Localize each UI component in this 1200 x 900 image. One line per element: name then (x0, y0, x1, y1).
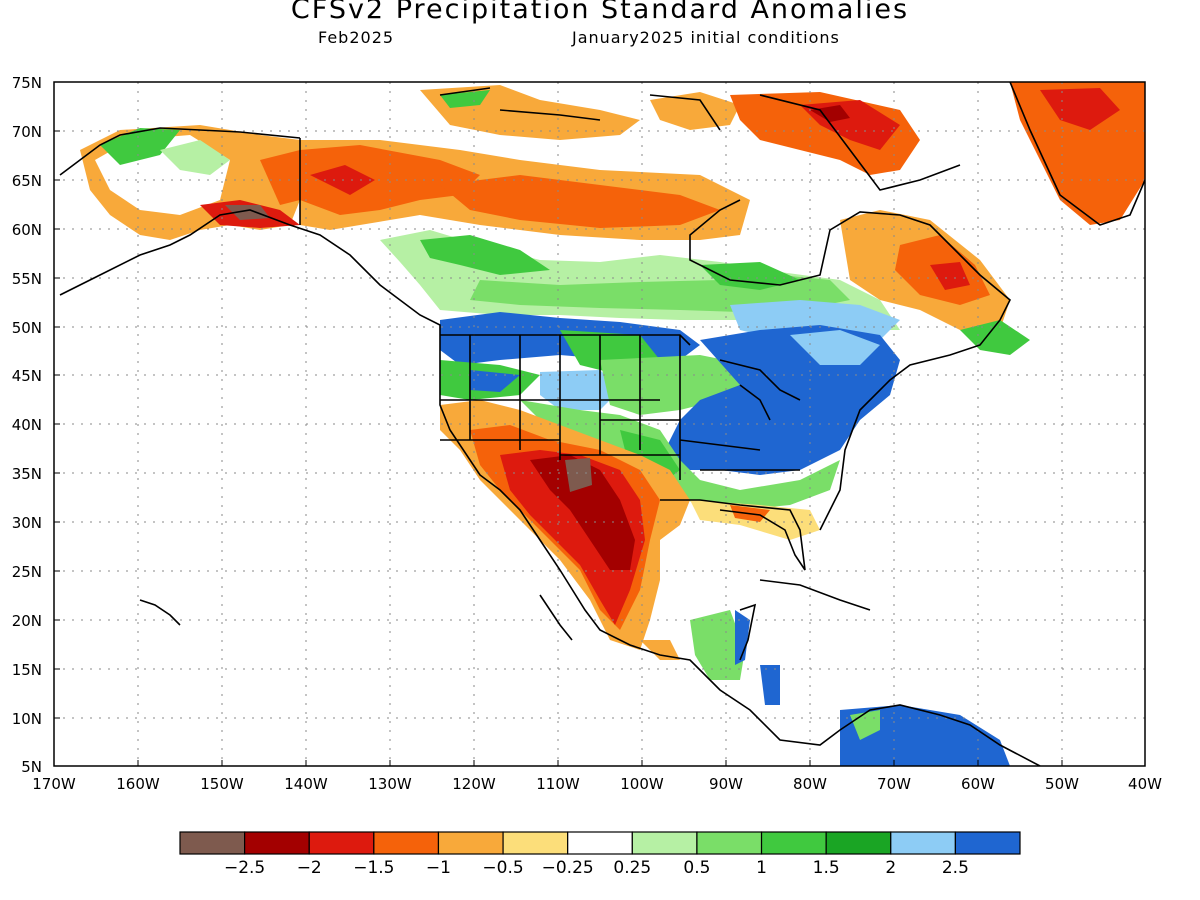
lat-label: 20N (12, 612, 42, 630)
initial-conditions: January2025 initial conditions (572, 28, 840, 47)
colorbar-swatch (373, 831, 440, 855)
colorbar-swatch (308, 831, 375, 855)
map-title: CFSv2 Precipitation Standard Anomalies (290, 0, 910, 25)
lat-label: 10N (12, 710, 42, 728)
colorbar-swatch (631, 831, 698, 855)
lon-label: 150W (200, 775, 244, 793)
lon-label: 140W (284, 775, 328, 793)
lon-label: 50W (1045, 775, 1079, 793)
colorbar-swatch (502, 831, 569, 855)
colorbar-swatch (179, 831, 246, 855)
colorbar-swatch (890, 831, 956, 855)
colorbar-label: 1 (756, 858, 767, 878)
colorbar-labels: −2.5 −2 −1.5 −1 −0.5 −0.25 0.25 0.5 1 1.5 2 2.5 (224, 858, 969, 878)
lon-labels: 170W 160W 150W 140W 130W 120W 110W 100W … (32, 775, 1162, 793)
lon-label: 130W (368, 775, 412, 793)
lat-label: 45N (12, 367, 42, 385)
lon-label: 120W (452, 775, 496, 793)
lat-label: 50N (12, 319, 42, 337)
lon-label: 60W (961, 775, 995, 793)
colorbar-label: −1.5 (353, 858, 394, 878)
lon-label: 70W (877, 775, 911, 793)
lat-ticks (54, 81, 60, 767)
colorbar-swatch (437, 831, 504, 855)
lon-label: 80W (793, 775, 827, 793)
colorbar-swatch (760, 831, 827, 855)
lon-label: 160W (116, 775, 160, 793)
colorbar-swatch (696, 831, 763, 855)
lon-label: 40W (1128, 775, 1162, 793)
lat-label: 40N (12, 416, 42, 434)
colorbar-swatch (825, 831, 892, 855)
colorbar-swatch (567, 831, 633, 855)
lat-label: 5N (21, 758, 42, 776)
lat-label: 15N (12, 661, 42, 679)
lon-label: 110W (536, 775, 580, 793)
colorbar-label: 1.5 (813, 858, 840, 878)
colorbar-label: 2 (885, 858, 896, 878)
lat-label: 65N (12, 172, 42, 190)
colorbar-label: −0.25 (542, 858, 594, 878)
anomaly-shading (80, 82, 1145, 766)
lat-label: 75N (12, 74, 42, 92)
lat-labels: 75N 70N 65N 60N 55N 50N 45N 40N 35N 30N … (12, 74, 42, 776)
lon-label: 170W (32, 775, 76, 793)
colorbar-label: −0.5 (482, 858, 523, 878)
lon-label: 100W (620, 775, 664, 793)
colorbar-label: −2.5 (224, 858, 265, 878)
colorbar-label: 2.5 (942, 858, 969, 878)
lat-label: 55N (12, 270, 42, 288)
colorbar-label: 0.25 (613, 858, 651, 878)
lon-ticks (53, 760, 1146, 766)
lat-label: 35N (12, 465, 42, 483)
valid-month: Feb2025 (318, 28, 395, 47)
lat-label: 25N (12, 563, 42, 581)
lat-label: 30N (12, 514, 42, 532)
colorbar-swatch (244, 831, 310, 855)
colorbar (179, 831, 1021, 855)
lat-label: 60N (12, 221, 42, 239)
lat-label: 70N (12, 123, 42, 141)
colorbar-label: −1 (426, 858, 451, 878)
colorbar-swatch (954, 831, 1021, 855)
colorbar-label: 0.5 (683, 858, 710, 878)
coastlines (59, 82, 1145, 766)
colorbar-label: −2 (297, 858, 322, 878)
lon-label: 90W (709, 775, 743, 793)
gridlines (54, 82, 1145, 766)
